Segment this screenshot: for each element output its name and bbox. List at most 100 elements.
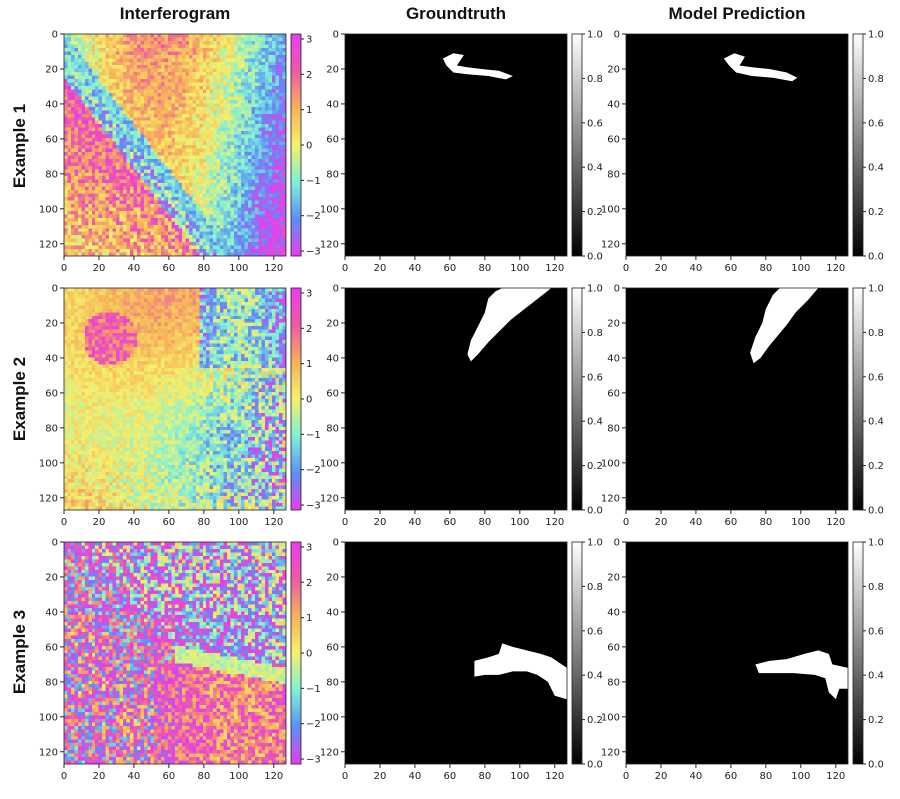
example-3-prediction-y-tick-label: 120 (601, 747, 620, 758)
example-3-interferogram-y-tick-label: 0 (52, 538, 58, 549)
example-2-interferogram-colorbar-tick-label: −2 (306, 465, 321, 476)
example-2-groundtruth-x-tick-label: 40 (409, 517, 422, 528)
example-2-prediction-background (626, 288, 848, 510)
example-1-interferogram-y-tick-label: 100 (39, 204, 58, 215)
example-1-groundtruth-x-tick-label: 60 (444, 263, 457, 274)
example-1-groundtruth-colorbar (571, 33, 583, 257)
example-3-prediction-y-tick-label: 20 (607, 572, 620, 583)
example-3-interferogram-axes: 0 20 40 60 80 100 120 0 20 40 60 80 100 120 (39, 538, 283, 783)
example-1-prediction-x-tick-label: 60 (725, 263, 738, 274)
example-2-prediction-y-tick-label: 20 (607, 318, 620, 329)
example-1-interferogram-colorbar-tick-label: −3 (306, 247, 321, 258)
example-3-prediction-x-tick-label: 80 (759, 771, 772, 782)
example-3-prediction-y-tick-label: 60 (607, 642, 620, 653)
example-2-interferogram-colorbar-tick-label: 0 (306, 395, 312, 406)
example-3-prediction-colorbar-ticks: 1.0 0.8 0.6 0.4 0.2 0.0 (863, 538, 884, 771)
example-2-interferogram-x-tick-label: 100 (229, 517, 248, 528)
example-1-groundtruth-y-tick-label: 120 (320, 239, 339, 250)
example-2-interferogram-y-tick-label: 80 (45, 423, 58, 434)
example-3-prediction-colorbar-tick-label: 0.8 (868, 582, 884, 593)
example-2-groundtruth-colorbar-tick-label: 1.0 (587, 284, 603, 295)
example-3-groundtruth-y-tick-label: 100 (320, 712, 339, 723)
example-3-prediction-x-tick-label: 40 (690, 771, 703, 782)
example-1-prediction-y-tick-label: 80 (607, 169, 620, 180)
example-2-prediction-y-tick-label: 60 (607, 388, 620, 399)
example-1-prediction-colorbar-tick-label: 0.8 (868, 74, 884, 85)
example-3-prediction-x-tick-label: 20 (655, 771, 668, 782)
example-2-groundtruth-y-tick-label: 60 (326, 388, 339, 399)
example-2-groundtruth-colorbar (571, 287, 583, 511)
example-2-groundtruth-x-tick-label: 60 (444, 517, 457, 528)
example-1-groundtruth-x-tick-label: 40 (409, 263, 422, 274)
example-1-interferogram-x-tick-label: 100 (229, 263, 248, 274)
example-1-interferogram-y-tick-label: 0 (52, 30, 58, 41)
example-2-prediction-x-tick-label: 40 (690, 517, 703, 528)
example-2-interferogram-colorbar-tick-label: 2 (306, 324, 312, 335)
example-2-groundtruth-x-tick-label: 80 (478, 517, 491, 528)
example-3-interferogram-y-tick-label: 20 (45, 572, 58, 583)
example-2-prediction-x-tick-label: 80 (759, 517, 772, 528)
example-2-interferogram-y-tick-label: 120 (39, 493, 58, 504)
example-2-groundtruth-y-tick-label: 120 (320, 493, 339, 504)
example-2-groundtruth-colorbar-ticks: 1.0 0.8 0.6 0.4 0.2 0.0 (582, 284, 603, 517)
example-1-prediction-colorbar (852, 33, 864, 257)
example-3-interferogram-colorbar-tick-label: −2 (306, 719, 321, 730)
example-3-interferogram-y-tick-label: 40 (45, 607, 58, 618)
example-1-interferogram-y-tick-label: 60 (45, 134, 58, 145)
example-3-groundtruth-colorbar-tick-label: 0.0 (587, 760, 603, 771)
example-3-groundtruth-colorbar-tick-label: 1.0 (587, 538, 603, 549)
example-1-groundtruth-colorbar-tick-label: 0.0 (587, 252, 603, 263)
example-1-prediction-colorbar-tick-label: 0.6 (868, 118, 884, 129)
example-1-groundtruth-y-tick-label: 40 (326, 99, 339, 110)
example-2-prediction-x-tick-label: 20 (655, 517, 668, 528)
example-3-prediction-colorbar-tick-label: 1.0 (868, 538, 884, 549)
example-2-interferogram-colorbar-tick-label: −3 (306, 501, 321, 512)
example-3-groundtruth-colorbar-tick-label: 0.2 (587, 715, 603, 726)
example-3-groundtruth-x-tick-label: 0 (342, 771, 348, 782)
example-2-prediction-y-tick-label: 40 (607, 353, 620, 364)
example-2-prediction-x-tick-label: 60 (725, 517, 738, 528)
example-3-prediction-mask-region (755, 650, 848, 700)
example-3-interferogram-y-tick-label: 80 (45, 677, 58, 688)
example-1-prediction-x-tick-label: 120 (826, 263, 845, 274)
example-2-interferogram-y-tick-label: 100 (39, 458, 58, 469)
example-2-groundtruth-colorbar-tick-label: 0.4 (587, 417, 603, 428)
example-1-groundtruth-y-tick-label: 100 (320, 204, 339, 215)
example-3-prediction-colorbar-tick-label: 0.0 (868, 760, 884, 771)
example-3-groundtruth-colorbar-tick-label: 0.6 (587, 626, 603, 637)
example-1-prediction-x-tick-label: 40 (690, 263, 703, 274)
example-3-groundtruth-y-tick-label: 80 (326, 677, 339, 688)
example-1-groundtruth-colorbar-tick-label: 0.2 (587, 207, 603, 218)
example-2-prediction-colorbar-tick-label: 0.4 (868, 417, 884, 428)
example-3-interferogram-y-tick-label: 60 (45, 642, 58, 653)
example-2-prediction-y-tick-label: 80 (607, 423, 620, 434)
example-2-groundtruth-colorbar-tick-label: 0.8 (587, 328, 603, 339)
example-1-groundtruth-colorbar-tick-label: 0.8 (587, 74, 603, 85)
example-3-prediction-panel: 0 20 40 60 80 100 120 0 20 40 60 80 100 120 1.0 0.8 0.6 0… (601, 538, 884, 783)
example-3-interferogram-colorbar (290, 541, 302, 765)
example-1-groundtruth-panel: 0 20 40 60 80 100 120 0 20 40 60 80 100 120 1.0 0.8 0.6 0… (320, 30, 603, 275)
example-1-prediction-colorbar-tick-label: 0.2 (868, 207, 884, 218)
example-2-interferogram-x-tick-label: 120 (264, 517, 283, 528)
example-3-prediction-y-tick-label: 0 (614, 538, 620, 549)
example-1-groundtruth-x-tick-label: 20 (374, 263, 387, 274)
example-2-groundtruth-mask-region (467, 288, 552, 362)
example-2-prediction-colorbar (852, 287, 864, 511)
example-2-groundtruth-colorbar-tick-label: 0.2 (587, 461, 603, 472)
column-title-interferogram: Interferogram (119, 4, 231, 23)
example-1-groundtruth-axes: 0 20 40 60 80 100 120 0 20 40 60 80 100 120 (320, 30, 564, 275)
example-3-groundtruth-axes: 0 20 40 60 80 100 120 0 20 40 60 80 100 120 (320, 538, 564, 783)
example-2-interferogram-x-tick-label: 60 (163, 517, 176, 528)
example-3-groundtruth-mask-region (474, 643, 567, 700)
example-3-groundtruth-y-tick-label: 120 (320, 747, 339, 758)
example-1-prediction-y-tick-label: 120 (601, 239, 620, 250)
example-3-interferogram-panel: 0 20 40 60 80 100 120 0 20 40 60 80 100 120 3 2 1 0 −1 −2 −3 (39, 538, 321, 783)
example-3-groundtruth-panel: 0 20 40 60 80 100 120 0 20 40 60 80 100 120 1.0 0.8 0.6 0… (320, 538, 603, 783)
example-2-interferogram-raster (64, 288, 286, 510)
example-1-interferogram-y-tick-label: 40 (45, 99, 58, 110)
example-3-interferogram-colorbar-tick-label: 2 (306, 578, 312, 589)
example-1-interferogram-x-tick-label: 120 (264, 263, 283, 274)
row-title-example-1: Example 1 (10, 103, 29, 189)
example-2-prediction-x-tick-label: 120 (826, 517, 845, 528)
example-3-interferogram-x-tick-label: 80 (197, 771, 210, 782)
